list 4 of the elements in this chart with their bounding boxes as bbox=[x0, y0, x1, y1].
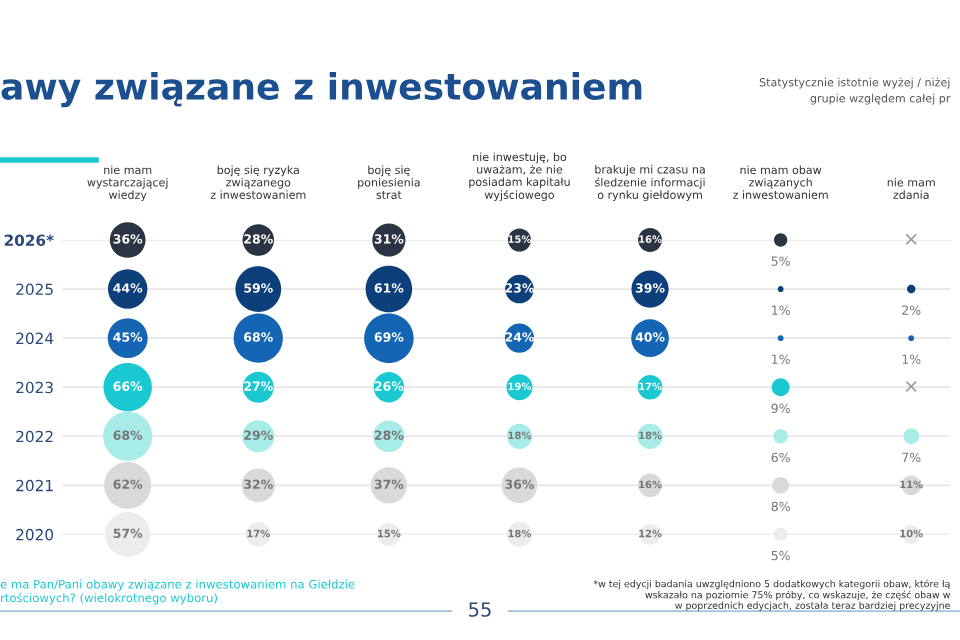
chart-title: awy związane z inwestowaniem bbox=[1, 71, 642, 108]
text: × bbox=[905, 380, 917, 392]
text: 55 bbox=[469, 602, 491, 617]
text: × bbox=[905, 233, 917, 245]
